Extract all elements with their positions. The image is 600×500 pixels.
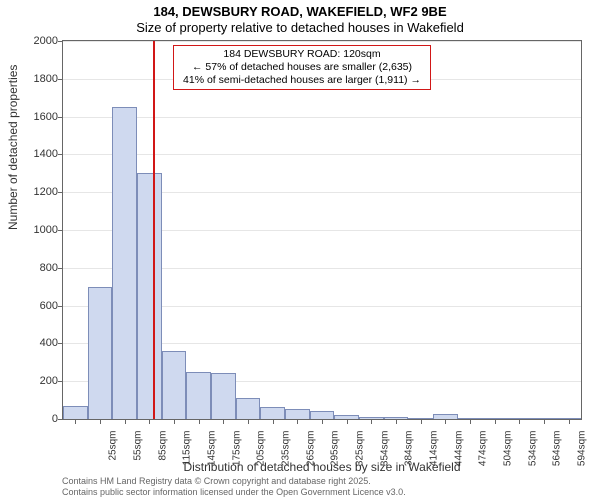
xtick-mark [149,419,150,424]
annotation-line: ← 57% of detached houses are smaller (2,… [178,61,426,74]
chart-title-line1: 184, DEWSBURY ROAD, WAKEFIELD, WF2 9BE [0,4,600,19]
ytick-label: 400 [8,337,58,349]
xtick-mark [495,419,496,424]
bar [285,409,310,419]
bar [88,287,113,419]
xtick-mark [347,419,348,424]
xtick-mark [421,419,422,424]
bar [137,173,162,419]
xtick-mark [273,419,274,424]
footer-copyright-2: Contains public sector information licen… [62,487,406,497]
ytick-label: 1600 [8,111,58,123]
y-axis-label: Number of detached properties [6,65,20,230]
ytick-label: 600 [8,300,58,312]
xtick-mark [297,419,298,424]
ytick-label: 200 [8,375,58,387]
xtick-mark [371,419,372,424]
ytick-mark [58,41,63,42]
ytick-mark [58,230,63,231]
ytick-mark [58,419,63,420]
ytick-mark [58,154,63,155]
ytick-mark [58,306,63,307]
xtick-mark [125,419,126,424]
xtick-mark [322,419,323,424]
footer-copyright-1: Contains HM Land Registry data © Crown c… [62,476,371,486]
xtick-mark [223,419,224,424]
bar [63,406,88,419]
xtick-mark [544,419,545,424]
gridline [63,154,581,155]
bar [310,411,335,419]
ytick-mark [58,268,63,269]
bar [162,351,187,419]
ytick-mark [58,343,63,344]
ytick-label: 1200 [8,186,58,198]
ytick-label: 1000 [8,224,58,236]
x-axis-label: Distribution of detached houses by size … [62,460,582,474]
ytick-mark [58,117,63,118]
marker-line [153,41,155,419]
plot-area: 25sqm55sqm85sqm115sqm145sqm175sqm205sqm2… [62,40,582,420]
ytick-label: 1800 [8,73,58,85]
ytick-label: 800 [8,262,58,274]
xtick-mark [100,419,101,424]
bar [112,107,137,419]
xtick-mark [519,419,520,424]
bar [236,398,261,419]
annotation-line: 41% of semi-detached houses are larger (… [178,74,426,87]
bar [211,373,236,419]
annotation-line: 184 DEWSBURY ROAD: 120sqm [178,48,426,61]
xtick-mark [569,419,570,424]
ytick-mark [58,192,63,193]
xtick-mark [75,419,76,424]
xtick-mark [174,419,175,424]
xtick-mark [396,419,397,424]
gridline [63,41,581,42]
ytick-label: 2000 [8,35,58,47]
gridline [63,117,581,118]
chart-title-line2: Size of property relative to detached ho… [0,20,600,35]
xtick-mark [445,419,446,424]
ytick-mark [58,381,63,382]
bar [186,372,211,419]
annotation-box: 184 DEWSBURY ROAD: 120sqm← 57% of detach… [173,45,431,90]
ytick-mark [58,79,63,80]
xtick-mark [199,419,200,424]
xtick-mark [470,419,471,424]
ytick-label: 1400 [8,148,58,160]
ytick-label: 0 [8,413,58,425]
xtick-mark [248,419,249,424]
bar [260,407,285,419]
